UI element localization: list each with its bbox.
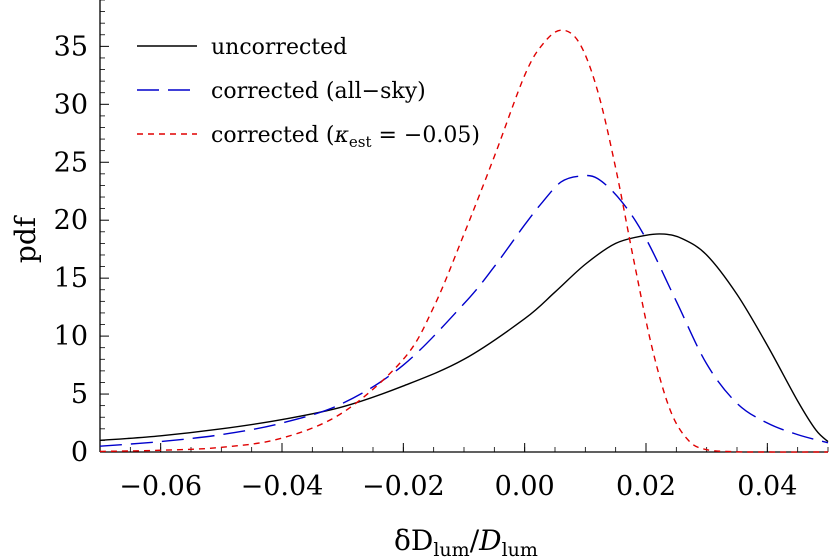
y-tick-label: 15 — [54, 263, 88, 294]
y-tick-label: 10 — [54, 321, 88, 352]
series-line-all-sky — [99, 174, 829, 447]
plot-frame — [99, 0, 828, 453]
x-axis-title-italic: D — [478, 524, 501, 557]
legend-entry-kappa: corrected (κest = −0.05) — [137, 123, 480, 151]
y-tick-label: 5 — [71, 379, 88, 410]
y-tick-label: 30 — [54, 89, 88, 120]
legend: uncorrected corrected (all−sky) correcte… — [137, 35, 480, 151]
x-tick-label: −0.06 — [119, 471, 202, 502]
legend-entry-all-sky: corrected (all−sky) — [137, 79, 426, 104]
y-tick-label: 35 — [54, 31, 88, 62]
x-tick-label: −0.04 — [241, 471, 324, 502]
legend-label-uncorrected: uncorrected — [211, 35, 347, 60]
y-tick-label: 20 — [54, 205, 88, 236]
y-tick-labels: 0 5 10 15 20 25 30 35 — [54, 31, 88, 468]
series-line-kappa — [99, 29, 829, 453]
legend-kappa-suffix: = −0.05) — [372, 123, 480, 148]
x-tick-label: 0.02 — [616, 471, 676, 502]
x-tick-label: 0.00 — [495, 471, 555, 502]
y-tick-label: 25 — [54, 147, 88, 178]
axis-ticks — [99, 0, 829, 453]
legend-kappa-sub: est — [349, 133, 372, 151]
x-tick-labels: −0.06 −0.04 −0.02 0.00 0.02 0.04 — [119, 471, 797, 502]
legend-kappa-prefix: corrected ( — [211, 123, 334, 148]
legend-label-all-sky: corrected (all−sky) — [211, 79, 426, 104]
x-tick-label: −0.02 — [362, 471, 445, 502]
legend-label-kappa: corrected (κest = −0.05) — [211, 123, 480, 151]
x-axis-title-prefix: δD — [394, 524, 433, 557]
x-axis-title-sub: lum — [433, 539, 469, 557]
x-axis-title: δDlum/Dlum — [394, 524, 538, 557]
y-axis-title: pdf — [9, 214, 42, 263]
x-tick-label: 0.04 — [737, 471, 797, 502]
legend-entry-uncorrected: uncorrected — [137, 35, 347, 60]
legend-kappa-symbol: κ — [333, 123, 349, 148]
series-lines — [99, 29, 829, 453]
x-axis-title-sub2: lum — [502, 539, 538, 557]
series-line-uncorrected — [99, 233, 829, 443]
x-axis-title-mid: / — [470, 524, 480, 557]
y-tick-label: 0 — [71, 437, 88, 468]
